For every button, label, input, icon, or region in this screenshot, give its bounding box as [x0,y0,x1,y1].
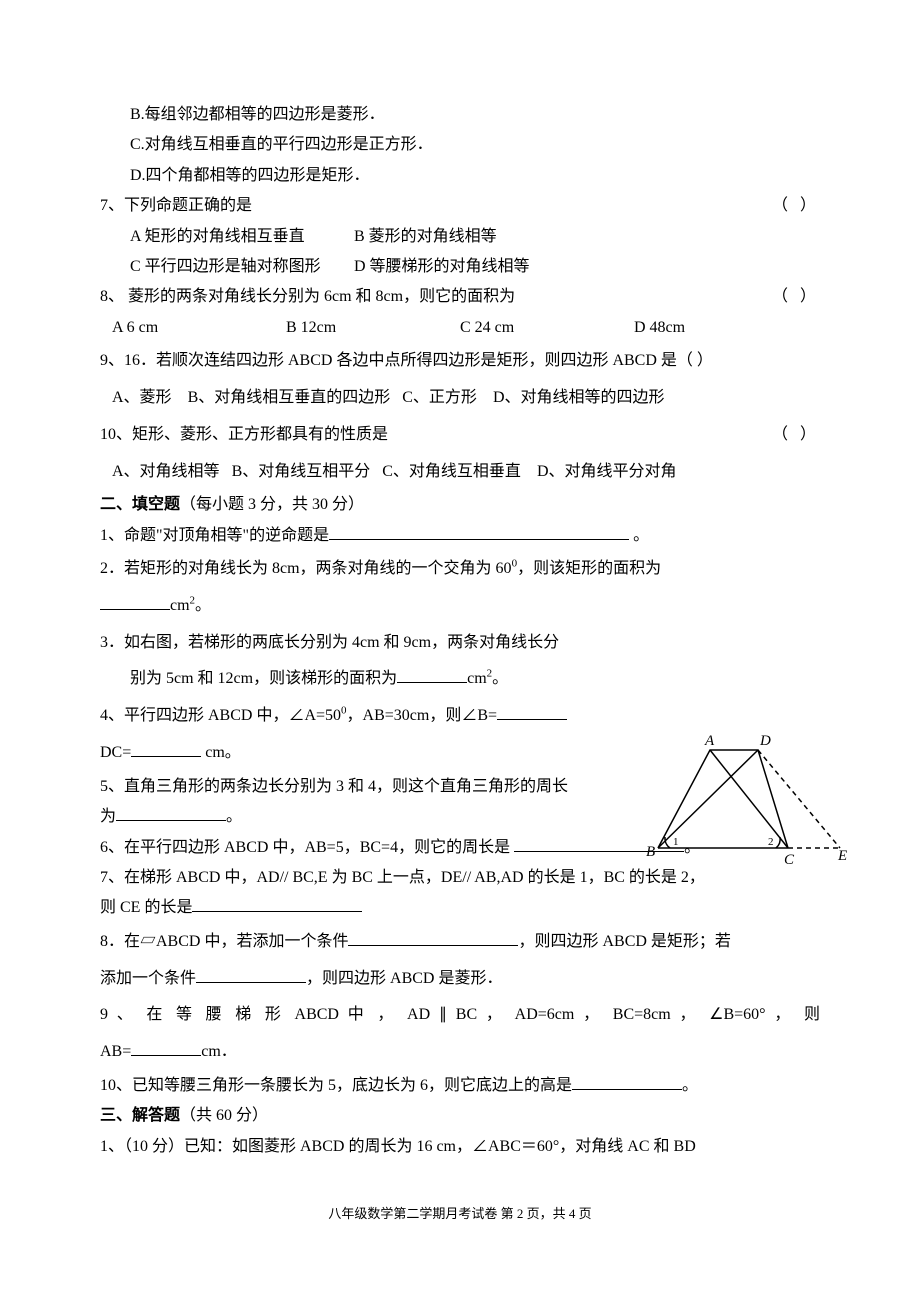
f2-l2: cm2。 [100,588,820,625]
lbl-a1: 1 [673,836,679,848]
q6-opt-d: D.四个角都相等的四边形是矩形． [100,161,820,191]
f4-blank2[interactable] [131,741,201,757]
f5-blank[interactable] [116,805,226,821]
f9-l2: AB= cm． [100,1034,820,1071]
lbl-D: D [759,733,771,749]
q6-opt-b: B.每组邻边都相等的四边形是菱形． [100,100,820,130]
f1b: 。 [633,527,649,544]
q9-d: D、对角线相等的四边形 [493,389,665,406]
q7-opts-1: A 矩形的对角线相互垂直 B 菱形的对角线相等 [100,222,820,252]
f4d: cm。 [201,744,241,761]
f8b: ，则四边形 ABCD 是矩形；若 [518,933,730,950]
sec3-head-b: 三、解答题 [100,1107,180,1124]
f7b: 则 CE 的长是 [100,899,192,916]
q7-paren[interactable]: （ ） [772,191,820,221]
f8-blank1[interactable] [348,930,518,946]
f10: 10、已知等腰三角形一条腰长为 5，底边长为 6，则它底边上的高是 。 [100,1071,820,1101]
q10-paren[interactable]: （ ） [772,417,820,454]
s3-q1: 1、（10 分）已知：如图菱形 ABCD 的周长为 16 cm，∠ABC＝60°… [100,1132,820,1162]
f1: 1、命题"对顶角相等"的逆命题是 。 [100,521,820,551]
f3-blank[interactable] [397,667,467,683]
q8-opts: A 6 cm B 12cm C 24 cm D 48cm [100,313,820,343]
sec2-head: 二、填空题（每小题 3 分，共 30 分） [100,490,820,520]
f1-blank[interactable] [329,524,629,540]
f4a: 4、平行四边形 ABCD 中，∠A=50 [100,707,341,724]
f2b: ，则该矩形的面积为 [517,560,661,577]
lbl-B: B [646,844,655,860]
f8-l1: 8．在▱ABCD 中，若添加一个条件 ，则四边形 ABCD 是矩形；若 [100,924,820,961]
q10-a: A、对角线相等 [112,463,220,480]
f3-l2: 别为 5cm 和 12cm，则该梯形的面积为cm2。 [100,661,820,698]
f8-l2: 添加一个条件 ，则四边形 ABCD 是菱形． [100,961,820,998]
q10-opts: A、对角线相等 B、对角线互相平分 C、对角线互相垂直 D、对角线平分对角 [100,454,820,491]
q9-a: A、菱形 [112,389,172,406]
f3b: 别为 5cm 和 12cm，则该梯形的面积为 [130,670,397,687]
lbl-C: C [784,852,795,868]
q7-opts-2: C 平行四边形是轴对称图形 D 等腰梯形的对角线相等 [100,252,820,282]
f2c: cm [170,597,190,614]
page-footer: 八年级数学第二学期月考试卷 第 2 页，共 4 页 [100,1202,820,1227]
q10-d: D、对角线平分对角 [537,463,677,480]
f10b: 。 [682,1077,698,1094]
f9-l1: 9 、 在 等 腰 梯 形 ABCD 中 ， AD ∥ BC ， AD=6cm … [100,997,820,1034]
f9c: cm． [201,1043,237,1060]
f10-blank[interactable] [572,1074,682,1090]
f4c: DC= [100,744,131,761]
q9-b: B、对角线相互垂直的四边形 [188,389,391,406]
f7-blank[interactable] [192,896,362,912]
sec3-head-r: （共 60 分） [180,1107,268,1124]
f8-blank2[interactable] [196,967,306,983]
f5c: 。 [226,808,242,825]
q7-d: D 等腰梯形的对角线相等 [354,252,530,282]
q8-paren[interactable]: （ ） [772,282,820,312]
q7-b: B 菱形的对角线相等 [354,222,497,252]
f6a: 6、在平行四边形 ABCD 中，AB=5，BC=4，则它的周长是 [100,839,514,856]
f5b: 为 [100,808,116,825]
q9-opts: A、菱形 B、对角线相互垂直的四边形 C、正方形 D、对角线相等的四边形 [100,380,820,417]
q9-c: C、正方形 [402,389,477,406]
f3-l1: 3．如右图，若梯形的两底长分别为 4cm 和 9cm，两条对角线长分 [100,625,820,662]
f1a: 1、命题"对顶角相等"的逆命题是 [100,527,329,544]
sec3-head: 三、解答题（共 60 分） [100,1101,820,1131]
f9b: AB= [100,1043,131,1060]
lbl-A: A [704,733,715,749]
q6-opt-c: C.对角线互相垂直的平行四边形是正方形． [100,130,820,160]
q8-a: A 6 cm [112,313,282,343]
sec2-head-r: （每小题 3 分，共 30 分） [180,496,364,513]
q8-stem: 8、 菱形的两条对角线长分别为 6cm 和 8cm，则它的面积为 [100,288,515,305]
q8-c: C 24 cm [460,313,630,343]
f2d: 。 [195,597,211,614]
q7-c: C 平行四边形是轴对称图形 [130,252,350,282]
f4-blank1[interactable] [497,704,567,720]
f8d: ，则四边形 ABCD 是菱形． [306,970,502,987]
q10-b: B、对角线互相平分 [232,463,371,480]
q8-d: D 48cm [634,313,685,343]
f3c: cm [467,670,487,687]
q7-a: A 矩形的对角线相互垂直 [130,222,350,252]
q7-stem-row: 7、下列命题正确的是 （ ） [100,191,820,221]
f8c: 添加一个条件 [100,970,196,987]
f2a: 2．若矩形的对角线长为 8cm，两条对角线的一个交角为 60 [100,560,512,577]
f7-l2: 则 CE 的长是 [100,893,820,923]
f4b: ，AB=30cm，则∠B= [347,707,498,724]
f8a: 8．在▱ABCD 中，若添加一个条件 [100,933,348,950]
sec2-head-b: 二、填空题 [100,496,180,513]
lbl-a2: 2 [768,836,774,848]
q9-stem: 9、16．若顺次连结四边形 ABCD 各边中点所得四边形是矩形，则四边形 ABC… [100,343,820,380]
q8-b: B 12cm [286,313,456,343]
q8-stem-row: 8、 菱形的两条对角线长分别为 6cm 和 8cm，则它的面积为 （ ） [100,282,820,312]
trapezoid-figure: A D B C E 1 2 [640,730,850,870]
f3d: 。 [492,670,508,687]
q10-c: C、对角线互相垂直 [382,463,521,480]
f10a: 10、已知等腰三角形一条腰长为 5，底边长为 6，则它底边上的高是 [100,1077,572,1094]
q10-stem-row: 10、矩形、菱形、正方形都具有的性质是 （ ） [100,417,820,454]
q10-stem: 10、矩形、菱形、正方形都具有的性质是 [100,426,388,443]
lbl-E: E [837,848,847,864]
f9-blank[interactable] [131,1040,201,1056]
f2-l1: 2．若矩形的对角线长为 8cm，两条对角线的一个交角为 600，则该矩形的面积为 [100,551,820,588]
q7-stem: 7、下列命题正确的是 [100,197,252,214]
f2-blank[interactable] [100,594,170,610]
